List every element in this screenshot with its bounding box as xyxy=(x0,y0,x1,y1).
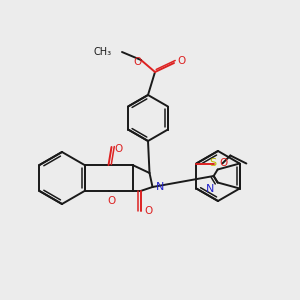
Text: CH₃: CH₃ xyxy=(94,47,112,57)
Text: S: S xyxy=(209,158,216,167)
Text: N: N xyxy=(206,184,214,194)
Text: O: O xyxy=(133,57,141,67)
Text: O: O xyxy=(144,206,153,216)
Text: O: O xyxy=(114,144,123,154)
Text: O: O xyxy=(219,158,228,169)
Text: O: O xyxy=(107,196,116,206)
Text: O: O xyxy=(177,56,185,66)
Text: N: N xyxy=(156,182,165,192)
